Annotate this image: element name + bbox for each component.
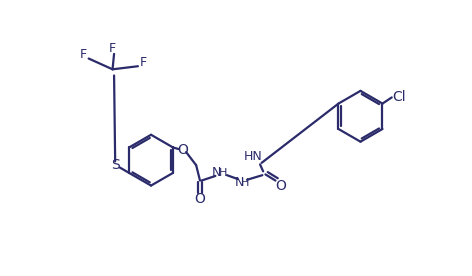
Text: F: F bbox=[109, 42, 116, 55]
Text: N: N bbox=[235, 176, 244, 189]
Text: O: O bbox=[275, 179, 287, 193]
Text: F: F bbox=[80, 48, 87, 61]
Text: S: S bbox=[111, 158, 119, 172]
Text: F: F bbox=[140, 56, 147, 69]
Text: H: H bbox=[241, 178, 250, 188]
Text: O: O bbox=[194, 192, 205, 206]
Text: H: H bbox=[219, 168, 228, 178]
Text: Cl: Cl bbox=[393, 90, 406, 104]
Text: N: N bbox=[212, 166, 222, 179]
Text: O: O bbox=[177, 143, 188, 157]
Text: HN: HN bbox=[244, 150, 262, 163]
